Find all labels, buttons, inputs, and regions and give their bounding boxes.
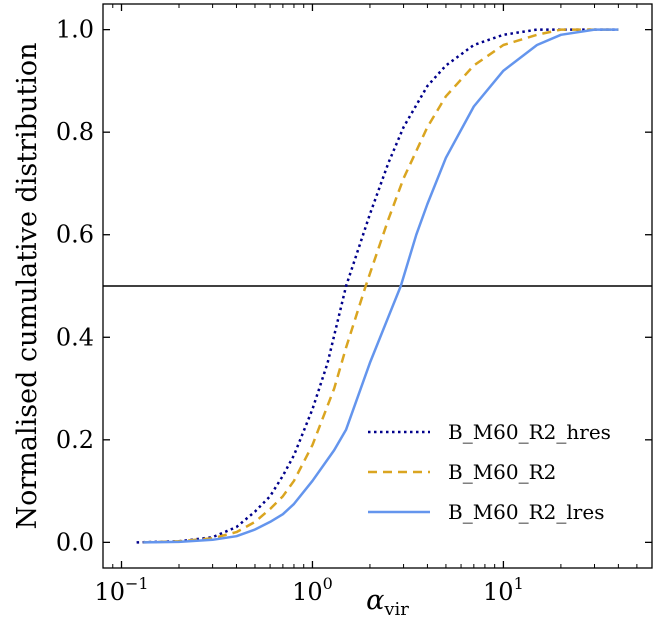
y-tick-label: 0.0 xyxy=(56,528,94,556)
plot-frame xyxy=(102,3,653,569)
axes-layer: 0.0 0.2 0.4 0.6 0.8 1.0 10−1 100 101 αvir Normalis… xyxy=(12,3,653,620)
y-tick-label: 0.6 xyxy=(56,221,94,249)
y-tick-label: 0.2 xyxy=(56,426,94,454)
legend-label-2: B_M60_R2_lres xyxy=(448,500,604,524)
y-tick-label: 1.0 xyxy=(56,16,94,44)
legend-label-0: B_M60_R2_hres xyxy=(448,420,611,444)
y-axis-title: Normalised cumulative distribution xyxy=(12,43,43,530)
plot-layer xyxy=(103,28,652,544)
series-line-1 xyxy=(143,28,619,544)
x-tick-label: 10−1 xyxy=(94,574,148,606)
x-tick-label: 100 xyxy=(292,574,333,606)
series-line-2 xyxy=(143,28,619,544)
series-line-0 xyxy=(136,28,619,544)
legend: B_M60_R2_hres B_M60_R2 B_M60_R2_lres xyxy=(368,420,611,524)
x-axis-title: αvir xyxy=(366,585,409,617)
legend-label-1: B_M60_R2 xyxy=(448,460,556,484)
y-tick-label: 0.4 xyxy=(56,323,94,351)
y-tick-label: 0.8 xyxy=(56,118,94,146)
x-tick-label: 101 xyxy=(483,574,524,606)
